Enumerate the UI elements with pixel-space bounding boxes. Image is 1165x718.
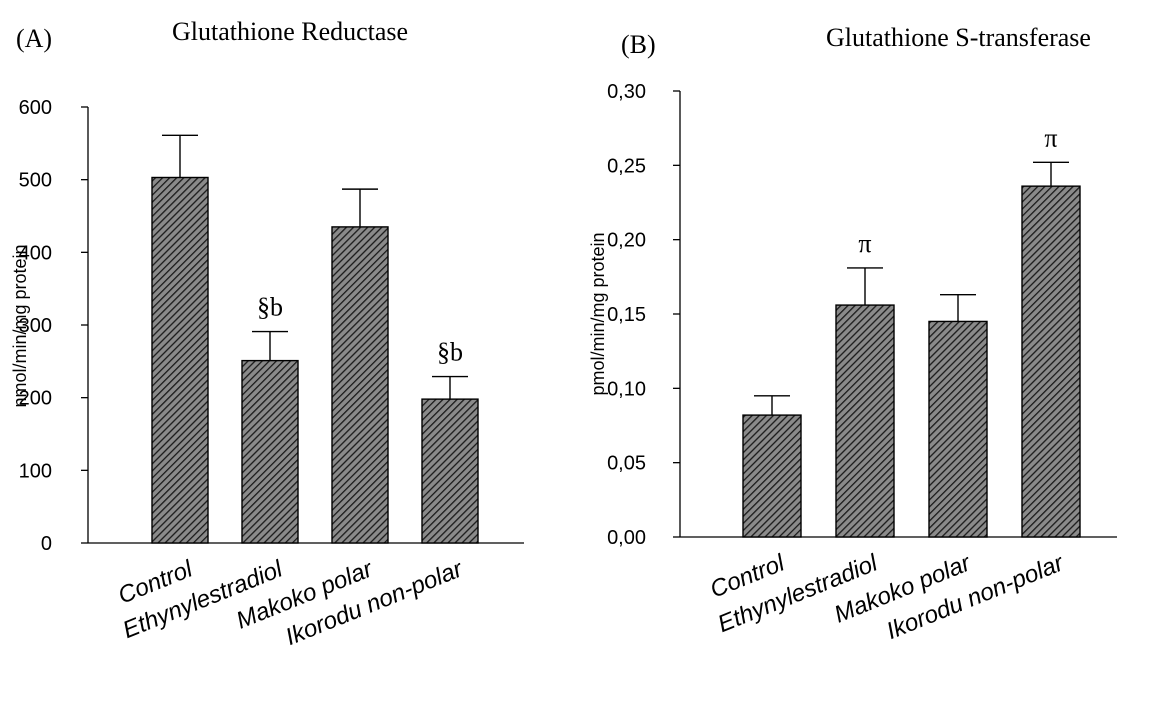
significance-label: §b [437,338,463,367]
y-tick-label: 200 [19,388,52,410]
error-bar [162,135,198,177]
error-bar [432,377,468,400]
bar [929,321,987,537]
panel-b-title: Glutathione S-transferase [826,23,1091,52]
bar [332,227,388,543]
panel-a-title: Glutathione Reductase [172,17,408,46]
y-tick-label: 0 [41,533,52,555]
error-bar [252,332,288,361]
panel-b-y-ticks: 0,00 0,05 0,10 0,15 0,20 0,25 0,30 [607,81,680,549]
y-tick-label: 600 [19,97,52,119]
error-bar [1033,162,1069,186]
bar [836,305,894,537]
significance-label: π [858,229,871,258]
y-tick-label: 0,05 [607,453,646,475]
significance-label: π [1044,123,1057,152]
panel-a-chart: (A) Glutathione Reductase nmol/min/mg pr… [10,17,524,651]
y-tick-label: 0,25 [607,155,646,177]
y-tick-label: 500 [19,170,52,192]
y-tick-label: 300 [19,315,52,337]
y-tick-label: 100 [19,460,52,482]
error-bar [754,396,790,415]
y-tick-label: 0,15 [607,304,646,326]
y-tick-label: 400 [19,242,52,264]
error-bar [847,268,883,305]
error-bar [940,295,976,322]
bar [1022,186,1080,537]
y-tick-label: 0,20 [607,230,646,252]
panel-b-ylabel: pmol/min/mg protein [588,232,608,395]
bar [743,415,801,537]
y-tick-label: 0,00 [607,527,646,549]
y-tick-label: 0,30 [607,81,646,103]
error-bar [342,189,378,227]
panel-a-y-ticks: 0 100 200 300 400 500 600 [19,97,88,555]
bar [242,361,298,543]
panel-b-letter: (B) [621,30,656,59]
panel-b-chart: (B) Glutathione S-transferase pmol/min/m… [588,23,1117,645]
y-tick-label: 0,10 [607,378,646,400]
significance-label: §b [257,293,283,322]
bar [152,177,208,543]
bar [422,399,478,543]
panel-a-letter: (A) [16,24,52,53]
